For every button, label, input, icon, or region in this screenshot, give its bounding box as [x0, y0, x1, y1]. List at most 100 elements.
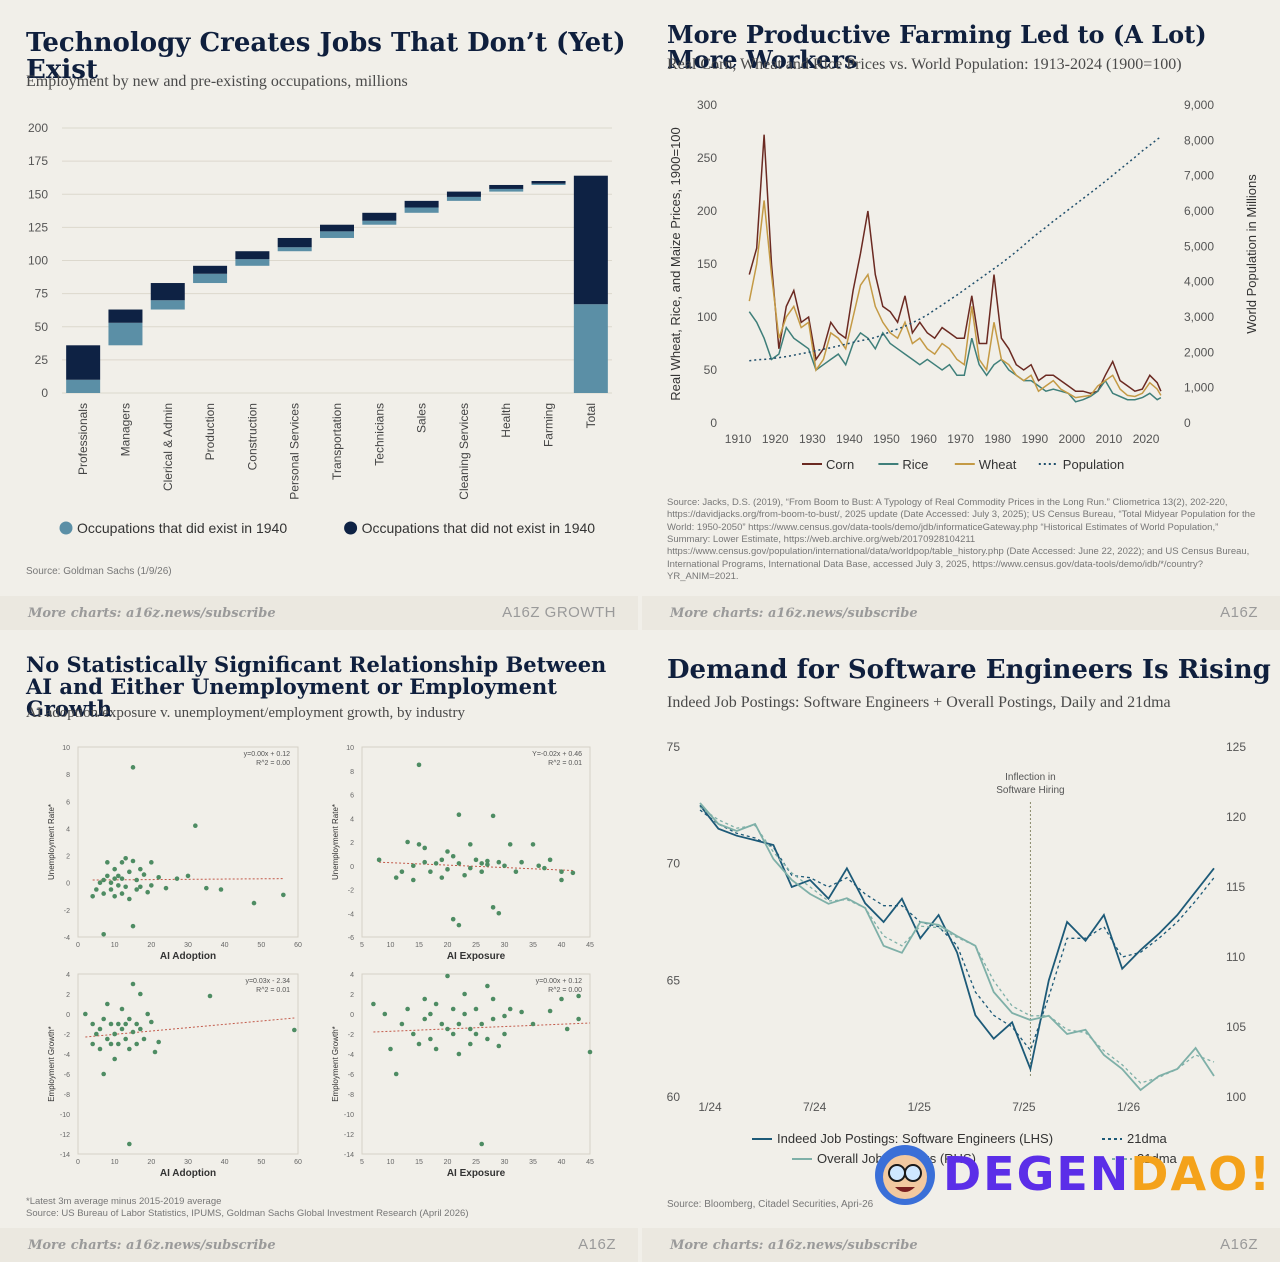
scatter-point	[439, 875, 445, 880]
subscribe-link[interactable]: More charts: a16z.news/subscribe	[28, 606, 276, 621]
y-tick-label: -2	[348, 888, 354, 895]
scatter-point	[101, 891, 106, 896]
scatter-point	[433, 861, 439, 866]
scatter-point	[127, 1141, 132, 1147]
subscribe-link[interactable]: More charts: a16z.news/subscribe	[670, 1238, 918, 1253]
y-tick-label: 50	[35, 320, 49, 334]
scatter-point	[445, 867, 450, 872]
scatter-point	[101, 1071, 106, 1077]
y-tick-label: 0	[41, 386, 48, 400]
degendao-watermark: DEGENDAO!	[873, 1143, 1270, 1209]
series-line-3	[699, 806, 1215, 1084]
y2-tick-label: 5,000	[1184, 239, 1214, 253]
plot-frame	[77, 746, 299, 938]
x-tick-label: 1/25	[908, 1100, 932, 1114]
scatter-point	[116, 1041, 121, 1047]
scatter-point	[134, 1041, 139, 1047]
bar-segment-new	[489, 184, 524, 189]
footer-bar: More charts: a16z.news/subscribe A16Z GR…	[0, 596, 638, 630]
scatter-point	[570, 870, 576, 876]
scatter-point	[382, 1011, 388, 1017]
scatter-point	[576, 1016, 581, 1022]
subscribe-link[interactable]: More charts: a16z.news/subscribe	[28, 1238, 276, 1253]
series-line-rice	[748, 311, 1162, 403]
bar-segment-existing	[362, 220, 397, 225]
scatter-point	[138, 884, 143, 890]
bar-segment-existing	[404, 207, 439, 213]
mascot-avatar-icon	[875, 1145, 935, 1205]
scatter-point	[393, 875, 399, 880]
scatter-point	[519, 859, 524, 865]
y-axis-title: Real Wheat, Rice, and Maize Prices, 1900…	[668, 127, 683, 401]
y-tick-label: 75	[667, 740, 681, 754]
legend-label: 21dma	[1137, 1151, 1178, 1166]
bar-segment-existing	[573, 304, 608, 393]
y-tick-label: 2	[350, 840, 354, 847]
scatter-point	[101, 877, 106, 883]
x-axis-title: AI Adoption	[160, 1168, 216, 1179]
bar-segment-new	[404, 200, 439, 208]
legend-marker	[344, 521, 358, 535]
legend-label: Indeed Job Postings: Software Engineers …	[777, 1131, 1053, 1146]
scatter-point	[547, 857, 553, 863]
scatter-point	[130, 1029, 136, 1035]
scatter-point	[439, 1021, 445, 1027]
scatter-point	[112, 876, 117, 881]
x-tick-label: 20	[444, 1159, 452, 1166]
y-tick-label: 75	[35, 287, 49, 301]
y-tick-label: -2	[64, 1032, 70, 1039]
scatter-point	[519, 1009, 524, 1015]
y2-tick-label: 4,000	[1184, 275, 1214, 289]
x-tick-label: 40	[221, 942, 229, 949]
legend-label: Occupations that did exist in 1940	[77, 520, 287, 536]
scatter-point	[149, 883, 154, 888]
x-tick-label: 10	[387, 1159, 395, 1166]
x-tick-label: 15	[415, 1159, 423, 1166]
scatter-point	[462, 991, 467, 997]
y-tick-label: 25	[35, 353, 49, 367]
scatter-point	[439, 857, 445, 863]
x-tick-label: Professionals	[76, 403, 90, 475]
subscribe-link[interactable]: More charts: a16z.news/subscribe	[670, 606, 918, 621]
y-tick-label: 6	[350, 793, 354, 800]
y-tick-label: -4	[348, 911, 354, 918]
y2-tick-label: 125	[1226, 740, 1246, 754]
y2-tick-label: 0	[1184, 416, 1191, 430]
x-tick-label: 50	[257, 942, 265, 949]
x-tick-label: 50	[257, 1159, 265, 1166]
bar-segment-existing	[193, 273, 228, 284]
x-tick-label: 40	[558, 1159, 566, 1166]
scatter-point	[108, 1041, 114, 1047]
scatter-point	[138, 866, 143, 872]
scatter-point	[479, 861, 485, 866]
watermark-part1: DEGEN	[943, 1147, 1131, 1201]
scatter-point	[163, 885, 169, 891]
bar-segment-existing	[108, 322, 143, 346]
y-tick-label: -4	[348, 1052, 354, 1059]
a16z-logo: A16Z	[1220, 1236, 1258, 1253]
scatter-point	[485, 862, 490, 867]
x-tick-label: Cleaning Services	[457, 403, 471, 500]
scatter-point	[218, 887, 224, 892]
panel-title: Demand for Software Engineers Is Rising	[667, 655, 1271, 685]
y-tick-label: 2	[66, 992, 70, 999]
scatter-point	[116, 1021, 121, 1027]
series-line-2	[699, 802, 1215, 1092]
x-tick-label: Construction	[245, 403, 259, 470]
y-tick-label: -8	[64, 1092, 70, 1099]
y-tick-label: 70	[667, 857, 681, 871]
a16z-logo: A16Z GROWTH	[502, 604, 616, 621]
scatter-point	[141, 1036, 147, 1042]
x-tick-label: 30	[184, 1159, 192, 1166]
x-tick-label: Personal Services	[288, 403, 302, 500]
x-tick-label: 5	[360, 942, 364, 949]
scatter-point	[468, 865, 473, 871]
scatter-point	[559, 869, 564, 874]
y-tick-label: -14	[60, 1152, 70, 1159]
x-tick-label: 1960	[910, 432, 937, 446]
plot-frame	[361, 746, 591, 938]
scatter-point	[123, 855, 128, 861]
bar-segment-existing	[531, 183, 566, 185]
y2-tick-label: 115	[1226, 880, 1245, 894]
